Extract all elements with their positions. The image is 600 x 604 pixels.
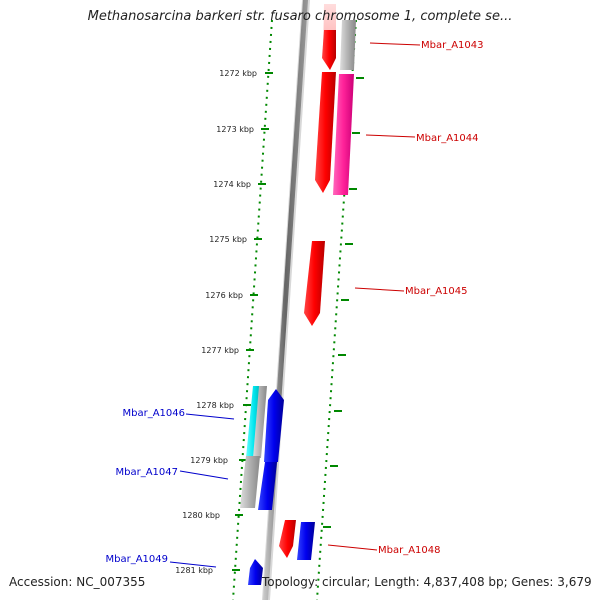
ruler-tick: 1279 kbp <box>190 456 247 465</box>
accession-text: Accession: NC_007355 <box>9 575 146 589</box>
gene-mbar-a1049[interactable]: Mbar_A1049 <box>105 554 263 585</box>
gene-label[interactable]: Mbar_A1048 <box>378 545 441 556</box>
gene-label[interactable]: Mbar_A1049 <box>105 554 168 565</box>
tick-label: 1272 kbp <box>219 69 257 78</box>
gene-label[interactable]: Mbar_A1047 <box>115 467 178 478</box>
gene-mbar-a1046[interactable]: Mbar_A1046 <box>122 386 284 462</box>
ruler-tick: 1277 kbp <box>201 346 254 355</box>
right-ruler-ticks <box>323 77 364 528</box>
ruler-tick: 1276 kbp <box>205 291 258 300</box>
ruler-tick: 1278 kbp <box>196 401 251 410</box>
gene-label[interactable]: Mbar_A1046 <box>122 408 185 419</box>
ruler-tick: 1281 kbp <box>175 566 240 575</box>
ruler-tick: 1275 kbp <box>209 235 262 244</box>
topology-text: Topology: circular; Length: 4,837,408 bp… <box>262 575 592 589</box>
tick-label: 1273 kbp <box>216 125 254 134</box>
tick-label: 1274 kbp <box>213 180 251 189</box>
tick-label: 1276 kbp <box>205 291 243 300</box>
tick-label: 1279 kbp <box>190 456 228 465</box>
tick-label: 1280 kbp <box>182 511 220 520</box>
gene-mbar-a1047[interactable]: Mbar_A1047 <box>115 456 277 510</box>
right-guide-line <box>316 19 357 601</box>
gene-mbar-a1044[interactable]: Mbar_A1044 <box>315 72 479 195</box>
tick-label: 1275 kbp <box>209 235 247 244</box>
gene-label[interactable]: Mbar_A1043 <box>421 40 484 51</box>
gene-mbar-a1045[interactable]: Mbar_A1045 <box>304 241 468 326</box>
ruler: 1272 kbp 1273 kbp 1274 kbp 1275 kbp 1276… <box>175 69 273 575</box>
gene-label[interactable]: Mbar_A1044 <box>416 133 479 144</box>
ruler-tick: 1272 kbp <box>219 69 273 78</box>
tick-label: 1281 kbp <box>175 566 213 575</box>
tick-label: 1278 kbp <box>196 401 234 410</box>
left-guide-line <box>232 19 273 601</box>
map-title: Methanosarcina barkeri str. fusaro chrom… <box>87 9 513 24</box>
ruler-tick: 1274 kbp <box>213 180 266 189</box>
ruler-tick: 1280 kbp <box>182 511 243 520</box>
tick-label: 1277 kbp <box>201 346 239 355</box>
gene-mbar-a1043[interactable]: Mbar_A1043 <box>322 4 484 70</box>
gene-mbar-a1048[interactable]: Mbar_A1048 <box>279 520 441 560</box>
ruler-tick: 1273 kbp <box>216 125 269 134</box>
gene-label[interactable]: Mbar_A1045 <box>405 286 468 297</box>
